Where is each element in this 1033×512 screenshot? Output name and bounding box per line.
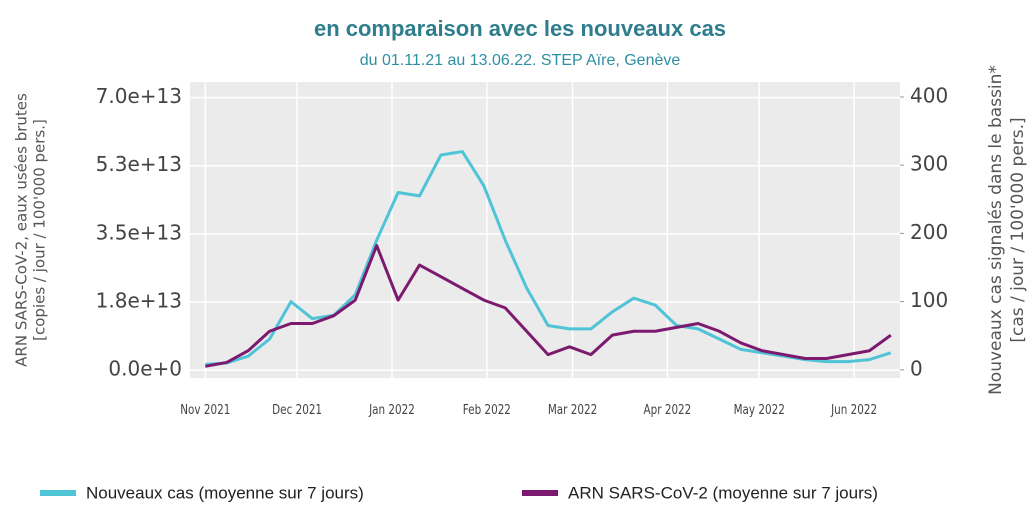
chart-title: en comparaison avec les nouveaux cas (314, 16, 726, 41)
y2-axis-title: Nouveaux cas signalés dans le bassin* [c… (986, 65, 1028, 395)
x-tick-label: Nov 2021 (180, 402, 230, 417)
y-tick-label: 0.0e+0 (108, 357, 182, 381)
plot-area (190, 82, 900, 378)
y-axis-title: ARN SARS-CoV-2, eaux usées brutes [copie… (13, 93, 49, 367)
x-tick-label: Jan 2022 (368, 402, 415, 417)
y2-tick-label: 200 (910, 220, 948, 244)
y2-tick-label: 300 (910, 152, 948, 176)
series-line (205, 150, 892, 366)
x-tick-label: May 2022 (734, 402, 785, 417)
y2-axis-title-line: [cas / jour / 100'000 pers.] (1008, 117, 1028, 342)
x-tick-label: Feb 2022 (463, 402, 511, 417)
x-tick-label: Mar 2022 (548, 402, 597, 417)
y-tick-label: 5.3e+13 (96, 152, 182, 176)
x-tick-label: Apr 2022 (644, 402, 692, 417)
y2-tick-label: 0 (910, 356, 923, 380)
y2-tick-label: 400 (910, 84, 948, 108)
legend-swatch (40, 490, 76, 496)
y-tick-label: 3.5e+13 (96, 220, 182, 244)
series-line (205, 244, 892, 368)
x-tick-label: Dec 2021 (272, 402, 322, 417)
y2-tick-label: 100 (910, 288, 948, 312)
y2-axis-title-line: Nouveaux cas signalés dans le bassin* (986, 65, 1006, 395)
y-tick-label: 7.0e+13 (96, 84, 182, 108)
chart-subtitle: du 01.11.21 au 13.06.22. STEP Aïre, Genè… (360, 52, 681, 69)
legend-label: Nouveaux cas (moyenne sur 7 jours) (86, 483, 364, 502)
legend-label: ARN SARS-CoV-2 (moyenne sur 7 jours) (568, 483, 878, 502)
y-axis-title-line: [copies / jour / 100'000 pers.] (31, 119, 49, 341)
y-tick-label: 1.8e+13 (96, 289, 182, 313)
legend-swatch (522, 490, 558, 496)
y-axis-title-line: ARN SARS-CoV-2, eaux usées brutes (13, 93, 31, 367)
x-tick-label: Jun 2022 (830, 402, 877, 417)
